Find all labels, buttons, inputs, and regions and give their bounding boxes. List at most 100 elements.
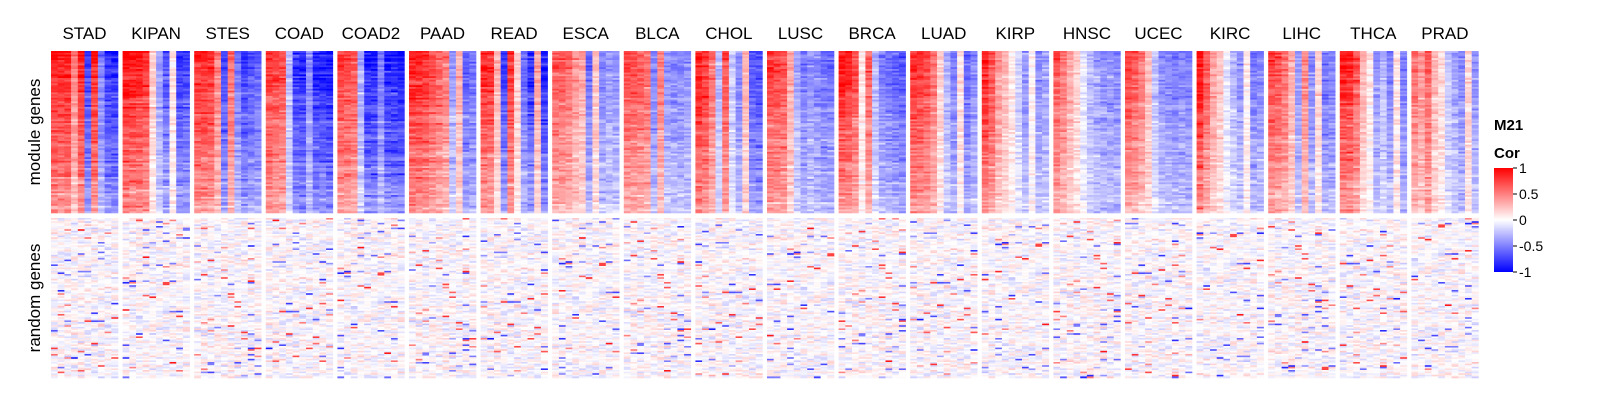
module-cell	[98, 152, 105, 154]
column-title-blca: BLCA	[635, 24, 680, 43]
module-cell	[98, 157, 105, 159]
module-cell	[163, 186, 170, 188]
module-cell	[129, 190, 136, 192]
module-cell	[221, 191, 228, 193]
module-cell	[111, 139, 118, 141]
module-cell	[248, 71, 255, 73]
module-cell	[170, 105, 177, 107]
module-cell	[194, 101, 201, 103]
module-cell	[163, 130, 170, 132]
module-cell	[149, 60, 156, 62]
module-cell	[78, 199, 85, 201]
module-cell	[111, 202, 118, 204]
module-cell	[176, 137, 183, 139]
module-cell	[234, 182, 241, 184]
module-cell	[91, 119, 98, 121]
module-cell	[248, 159, 255, 161]
module-cell	[248, 73, 255, 75]
module-cell	[194, 71, 201, 73]
module-cell	[255, 159, 262, 161]
module-cell	[255, 62, 262, 64]
module-cell	[111, 123, 118, 125]
module-cell	[149, 184, 156, 186]
module-cell	[91, 139, 98, 141]
module-cell	[176, 166, 183, 168]
module-cell	[149, 85, 156, 87]
module-cell	[78, 137, 85, 139]
module-cell	[194, 69, 201, 71]
module-cell	[71, 83, 78, 85]
module-cell	[64, 170, 71, 172]
module-cell	[98, 161, 105, 163]
module-cell	[71, 60, 78, 62]
module-cell	[208, 163, 215, 165]
module-cell	[64, 107, 71, 109]
module-cell	[85, 64, 92, 66]
module-cell	[78, 155, 85, 157]
module-cell	[176, 105, 183, 107]
module-cell	[58, 146, 65, 148]
module-cell	[228, 130, 235, 132]
module-cell	[208, 199, 215, 201]
module-cell	[248, 146, 255, 148]
module-cell	[163, 87, 170, 89]
module-cell	[143, 182, 150, 184]
module-cell	[64, 172, 71, 174]
module-cell	[51, 67, 58, 69]
module-cell	[156, 206, 163, 208]
module-cell	[123, 83, 130, 85]
module-cell	[228, 55, 235, 57]
module-cell	[255, 64, 262, 66]
random-cell	[176, 376, 183, 378]
module-cell	[143, 101, 150, 103]
module-cell	[136, 101, 143, 103]
module-cell	[51, 166, 58, 168]
module-cell	[156, 195, 163, 197]
module-cell	[58, 92, 65, 94]
module-cell	[51, 134, 58, 136]
module-cell	[149, 193, 156, 195]
module-cell	[194, 159, 201, 161]
module-cell	[129, 91, 136, 93]
module-cell	[71, 211, 78, 213]
module-cell	[248, 152, 255, 154]
module-cell	[208, 202, 215, 204]
module-cell	[58, 132, 65, 134]
module-cell	[156, 55, 163, 57]
module-cell	[129, 112, 136, 114]
module-cell	[51, 76, 58, 78]
module-cell	[170, 173, 177, 175]
module-cell	[111, 109, 118, 111]
module-cell	[208, 143, 215, 145]
module-cell	[176, 83, 183, 85]
module-cell	[149, 114, 156, 116]
module-cell	[149, 92, 156, 94]
module-cell	[208, 67, 215, 69]
module-cell	[163, 127, 170, 129]
module-cell	[149, 80, 156, 82]
module-cell	[51, 191, 58, 193]
module-cell	[51, 71, 58, 73]
module-cell	[176, 67, 183, 69]
module-cell	[208, 96, 215, 98]
module-cell	[176, 177, 183, 179]
module-cell	[156, 64, 163, 66]
module-cell	[91, 175, 98, 177]
module-cell	[255, 161, 262, 163]
module-cell	[163, 143, 170, 145]
module-cell	[105, 188, 112, 190]
module-cell	[255, 78, 262, 80]
module-cell	[58, 60, 65, 62]
module-cell	[78, 141, 85, 143]
module-cell	[201, 101, 208, 103]
module-cell	[176, 74, 183, 76]
module-cell	[194, 64, 201, 66]
module-cell	[91, 87, 98, 89]
module-cell	[194, 127, 201, 129]
module-cell	[163, 98, 170, 100]
module-cell	[123, 211, 130, 213]
module-cell	[208, 74, 215, 76]
module-cell	[143, 177, 150, 179]
module-cell	[228, 179, 235, 181]
module-cell	[136, 164, 143, 166]
